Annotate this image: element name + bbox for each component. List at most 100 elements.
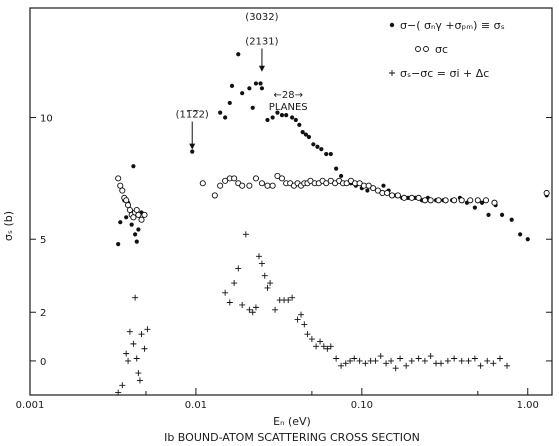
data-point-difference bbox=[267, 280, 274, 287]
data-point-difference bbox=[242, 231, 249, 238]
data-point-difference bbox=[421, 357, 428, 364]
data-point-difference bbox=[308, 336, 315, 343]
legend: σ−( σₙγ +σₚₘ) ≡ σₛ σc σₛ−σc = σi + Δc bbox=[389, 19, 505, 80]
data-point-difference bbox=[119, 382, 126, 389]
data-point-sigma-c bbox=[119, 187, 126, 194]
data-point-sigma-c bbox=[117, 182, 124, 189]
data-point-difference bbox=[252, 304, 259, 311]
data-point-difference bbox=[222, 289, 229, 296]
data-point-difference bbox=[451, 355, 458, 362]
data-point-sigma-s bbox=[253, 81, 259, 86]
data-point-difference bbox=[125, 357, 132, 364]
data-point-sigma-c bbox=[222, 177, 229, 184]
data-point-sigma-s bbox=[293, 117, 298, 123]
data-point-sigma-s bbox=[229, 83, 235, 88]
data-point-sigma-s bbox=[518, 232, 523, 237]
data-point-difference bbox=[408, 357, 415, 364]
y-tick-label: 10 bbox=[40, 114, 53, 125]
data-point-difference bbox=[362, 360, 369, 367]
legend-entry-sigma-s: σ−( σₙγ +σₚₘ) ≡ σₛ bbox=[400, 19, 505, 32]
data-point-sigma-s bbox=[319, 147, 324, 152]
data-point-difference bbox=[403, 362, 410, 369]
x-tick-label: 0.001 bbox=[16, 400, 45, 411]
data-point-difference bbox=[301, 321, 308, 328]
x-tick-label: 0.10 bbox=[351, 400, 373, 411]
data-point-sigma-c bbox=[217, 182, 224, 189]
data-point-difference bbox=[138, 331, 145, 338]
data-point-difference bbox=[226, 299, 233, 306]
data-point-sigma-s bbox=[131, 164, 136, 169]
data-point-sigma-c bbox=[141, 211, 148, 218]
data-point-sigma-s bbox=[365, 188, 370, 193]
data-point-sigma-c bbox=[252, 175, 259, 182]
data-point-difference bbox=[333, 355, 340, 362]
series-difference bbox=[115, 231, 511, 396]
data-point-difference bbox=[383, 360, 390, 367]
plot-frame bbox=[29, 7, 553, 396]
data-point-difference bbox=[235, 265, 242, 272]
data-point-difference bbox=[496, 355, 503, 362]
legend-entry-difference: σₛ−σc = σi + Δc bbox=[400, 67, 489, 80]
data-point-difference bbox=[351, 355, 358, 362]
data-point-difference bbox=[490, 360, 497, 367]
annotation-label: (11̅2̅2) bbox=[176, 110, 209, 121]
data-point-sigma-s bbox=[136, 227, 141, 232]
data-point-sigma-s bbox=[259, 86, 265, 91]
data-point-sigma-s bbox=[472, 205, 477, 210]
data-point-difference bbox=[298, 311, 305, 318]
data-point-difference bbox=[327, 343, 334, 350]
y-axis-label: σₛ (b) bbox=[2, 211, 15, 241]
data-point-sigma-s bbox=[300, 130, 305, 135]
annotation-arrowhead bbox=[258, 65, 265, 72]
data-point-sigma-s bbox=[190, 149, 195, 154]
data-point-sigma-s bbox=[227, 100, 232, 106]
data-point-sigma-c bbox=[239, 182, 246, 189]
data-point-sigma-s bbox=[236, 52, 241, 57]
data-point-sigma-c bbox=[474, 197, 481, 204]
data-point-sigma-s bbox=[486, 212, 491, 217]
data-point-difference bbox=[249, 309, 256, 316]
data-point-sigma-s bbox=[339, 173, 344, 179]
data-point-sigma-c bbox=[427, 197, 434, 204]
data-point-difference bbox=[392, 365, 399, 372]
data-point-sigma-s bbox=[284, 112, 289, 118]
data-point-difference bbox=[123, 350, 130, 357]
data-point-difference bbox=[388, 357, 395, 364]
data-point-sigma-s bbox=[328, 151, 333, 157]
data-point-sigma-c bbox=[435, 197, 442, 204]
data-point-difference bbox=[239, 301, 246, 308]
data-point-sigma-c bbox=[458, 197, 465, 204]
data-point-sigma-s bbox=[525, 237, 530, 242]
data-point-difference bbox=[136, 377, 143, 384]
data-point-difference bbox=[372, 357, 379, 364]
data-point-difference bbox=[342, 360, 349, 367]
data-point-sigma-s bbox=[247, 86, 252, 91]
annotation-label: ←28→ bbox=[273, 90, 302, 101]
data-point-sigma-c bbox=[278, 175, 285, 182]
data-point-sigma-c bbox=[274, 172, 281, 179]
data-point-sigma-s bbox=[129, 222, 134, 227]
data-point-difference bbox=[133, 355, 140, 362]
data-point-difference bbox=[444, 357, 451, 364]
data-point-sigma-c bbox=[543, 189, 550, 197]
data-point-difference bbox=[320, 343, 327, 350]
data-point-difference bbox=[465, 357, 472, 364]
data-point-sigma-s bbox=[334, 166, 339, 171]
data-point-sigma-c bbox=[442, 197, 449, 204]
data-point-difference bbox=[258, 260, 265, 267]
data-point-sigma-c bbox=[408, 194, 415, 201]
data-point-sigma-c bbox=[401, 194, 408, 201]
data-point-sigma-c bbox=[467, 197, 474, 204]
y-tick-label: 0 bbox=[40, 357, 46, 368]
data-point-sigma-s bbox=[509, 217, 514, 222]
x-axis-label: Eₙ (eV) bbox=[273, 415, 311, 428]
legend-marker-open bbox=[423, 46, 429, 52]
data-point-sigma-c bbox=[246, 182, 253, 189]
x-axis-ticks: 0.001 0.01 0.10 1.00 bbox=[16, 388, 539, 411]
series-sigma-c bbox=[115, 172, 550, 223]
data-point-sigma-c bbox=[115, 175, 122, 182]
data-point-sigma-s bbox=[133, 232, 138, 237]
chart-caption: Ib BOUND-ATOM SCATTERING CROSS SECTION bbox=[164, 431, 420, 444]
y-tick-label: 5 bbox=[40, 235, 46, 246]
data-point-sigma-c bbox=[384, 189, 391, 197]
